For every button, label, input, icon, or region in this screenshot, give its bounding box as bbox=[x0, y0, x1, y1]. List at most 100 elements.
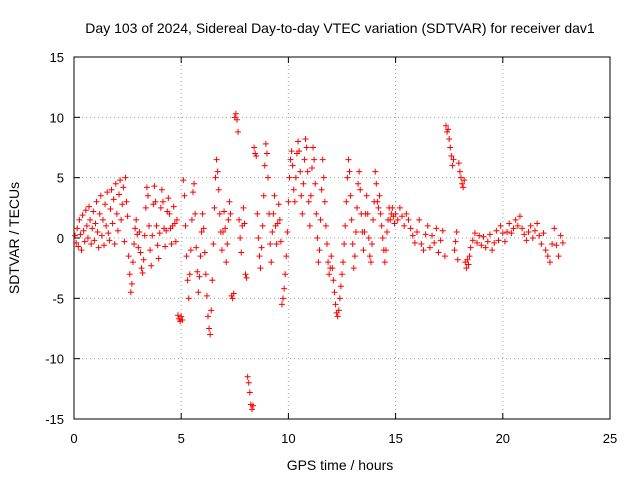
data-point bbox=[340, 259, 347, 266]
data-point bbox=[207, 331, 214, 338]
data-point bbox=[104, 189, 111, 196]
data-point bbox=[370, 216, 377, 223]
data-point bbox=[184, 277, 191, 284]
x-tick-label: 5 bbox=[178, 431, 185, 446]
data-point bbox=[256, 253, 263, 260]
data-point bbox=[405, 216, 412, 223]
data-point bbox=[536, 232, 543, 239]
data-point bbox=[132, 225, 139, 232]
data-point bbox=[303, 144, 310, 151]
data-point bbox=[88, 241, 95, 248]
data-point bbox=[319, 156, 326, 163]
data-point bbox=[208, 307, 215, 314]
x-axis-label: GPS time / hours bbox=[287, 457, 394, 473]
data-point bbox=[489, 247, 496, 254]
data-point bbox=[448, 152, 455, 159]
data-point bbox=[310, 144, 317, 151]
data-point bbox=[277, 238, 284, 245]
data-point bbox=[493, 227, 500, 234]
data-point bbox=[460, 184, 467, 191]
data-point bbox=[103, 222, 110, 229]
data-point bbox=[355, 180, 362, 187]
data-point bbox=[287, 156, 294, 163]
data-point bbox=[91, 237, 98, 244]
data-point bbox=[394, 216, 401, 223]
data-point bbox=[232, 110, 239, 117]
data-point bbox=[183, 253, 190, 260]
data-point bbox=[212, 174, 219, 181]
data-point bbox=[245, 379, 252, 386]
data-point bbox=[92, 220, 99, 227]
data-point bbox=[334, 313, 341, 320]
data-point bbox=[401, 222, 408, 229]
data-point bbox=[499, 230, 506, 237]
data-point bbox=[356, 168, 363, 175]
data-point bbox=[437, 237, 444, 244]
data-point bbox=[162, 243, 169, 250]
data-point bbox=[471, 230, 478, 237]
data-point bbox=[414, 228, 421, 235]
data-point bbox=[243, 274, 250, 281]
data-point bbox=[322, 222, 329, 229]
data-point bbox=[519, 225, 526, 232]
data-point bbox=[321, 198, 328, 205]
data-point bbox=[179, 317, 186, 324]
data-point bbox=[79, 212, 86, 219]
data-point bbox=[118, 216, 125, 223]
data-point bbox=[233, 116, 240, 123]
data-point bbox=[225, 216, 232, 223]
data-point bbox=[97, 192, 104, 199]
data-point bbox=[82, 207, 89, 214]
data-point bbox=[242, 271, 249, 278]
data-point bbox=[253, 152, 260, 159]
data-point bbox=[251, 144, 258, 151]
axis-ticks bbox=[73, 56, 611, 420]
data-point bbox=[166, 210, 173, 217]
data-point bbox=[331, 289, 338, 296]
data-point bbox=[456, 168, 463, 175]
data-point bbox=[442, 122, 449, 129]
data-point bbox=[311, 156, 318, 163]
data-point bbox=[99, 216, 106, 223]
y-tick-label: 0 bbox=[57, 231, 64, 246]
data-point bbox=[286, 174, 293, 181]
data-point bbox=[455, 160, 462, 167]
data-point bbox=[157, 204, 164, 211]
data-point bbox=[357, 186, 364, 193]
data-point bbox=[90, 208, 97, 215]
x-tick-label: 20 bbox=[496, 431, 510, 446]
data-point bbox=[269, 228, 276, 235]
data-point bbox=[497, 222, 504, 229]
data-point bbox=[323, 241, 330, 248]
data-point bbox=[181, 192, 188, 199]
data-point bbox=[384, 228, 391, 235]
data-point bbox=[149, 232, 156, 239]
data-point bbox=[120, 184, 127, 191]
data-point bbox=[302, 136, 309, 143]
data-point bbox=[124, 213, 131, 220]
data-point bbox=[273, 241, 280, 248]
data-point bbox=[296, 148, 303, 155]
data-point bbox=[227, 210, 234, 217]
data-point bbox=[268, 259, 275, 266]
data-point bbox=[109, 220, 116, 227]
data-point bbox=[549, 241, 556, 248]
data-point bbox=[465, 261, 472, 268]
data-point bbox=[422, 231, 429, 238]
data-point bbox=[335, 307, 342, 314]
data-point bbox=[399, 213, 406, 220]
data-point bbox=[307, 192, 314, 199]
data-point bbox=[346, 168, 353, 175]
data-point bbox=[491, 239, 498, 246]
data-point bbox=[83, 222, 90, 229]
data-point bbox=[301, 156, 308, 163]
data-point bbox=[133, 216, 140, 223]
data-point bbox=[74, 225, 81, 232]
data-point bbox=[246, 389, 253, 396]
data-point bbox=[128, 280, 135, 287]
data-point bbox=[93, 198, 100, 205]
data-point bbox=[467, 244, 474, 251]
data-point bbox=[350, 265, 357, 272]
data-point bbox=[73, 239, 80, 246]
